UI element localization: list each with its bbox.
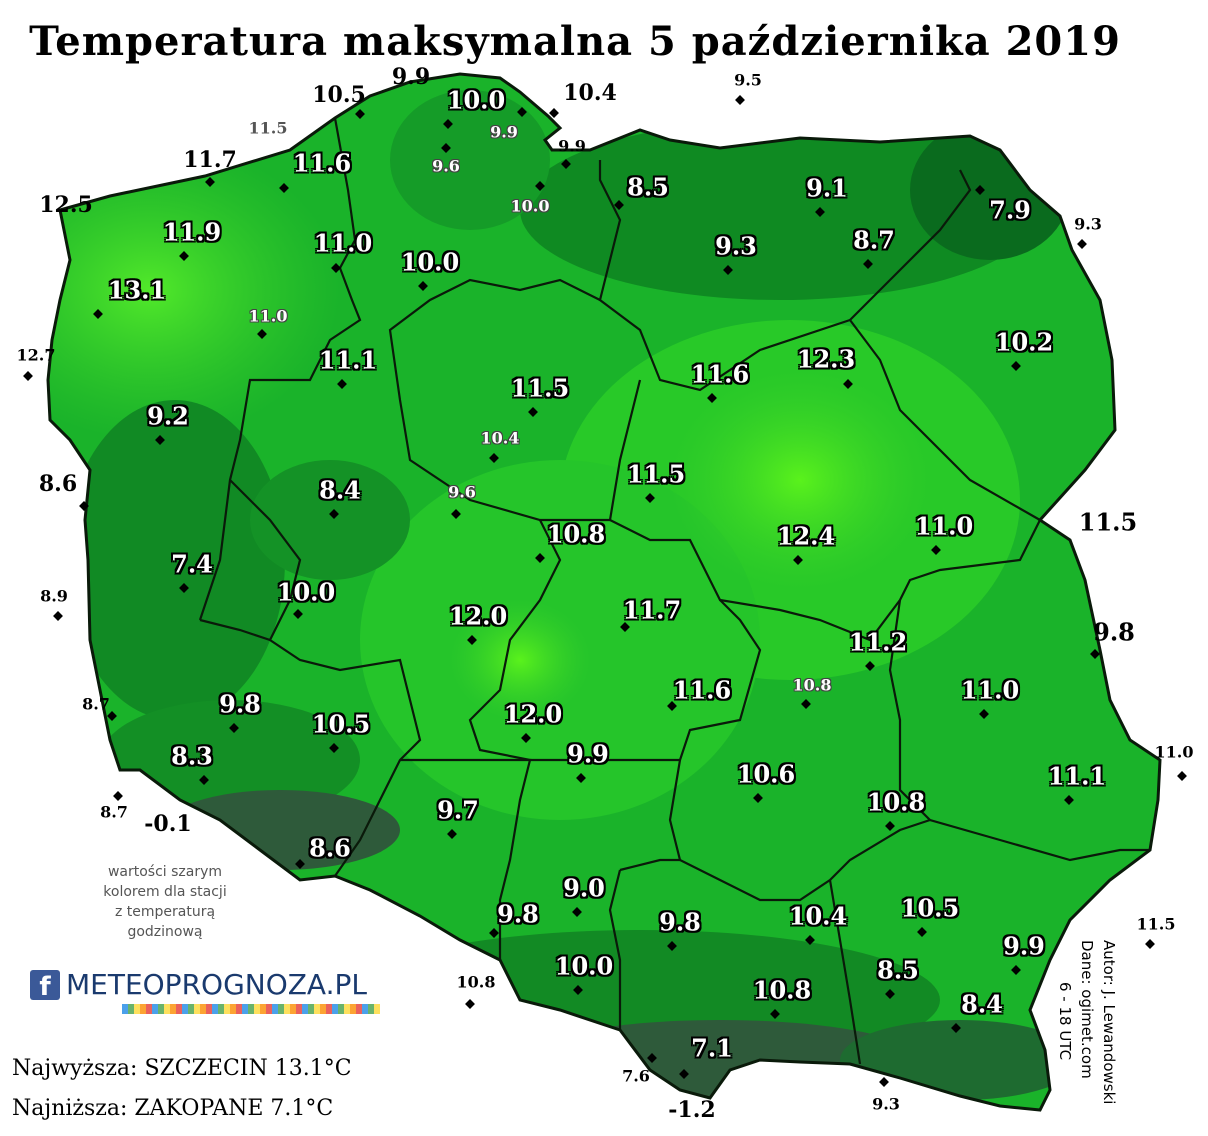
border-station-temperature: -0.1 (144, 811, 192, 837)
station-temperature: 8.6 (309, 833, 351, 863)
station-temperature: 10.2 (994, 327, 1054, 357)
credits: Autor: J. Lewandowski Dane: ogimet.com 6… (1040, 930, 1140, 1130)
station-temperature: 12.4 (776, 521, 836, 551)
station-temperature: 10.8 (752, 975, 812, 1005)
station-temperature: 9.9 (1003, 931, 1045, 961)
border-station-temperature: 12.5 (39, 192, 93, 218)
map-title: Temperatura maksymalna 5 października 20… (29, 18, 1121, 65)
station-temperature: 11.6 (690, 359, 750, 389)
highest-temperature: Najwyższa: SZCZECIN 13.1°C (12, 1056, 352, 1081)
station-temperature: 11.0 (914, 511, 974, 541)
border-station-temperature: 9.3 (872, 1094, 900, 1114)
note-line: wartości szarym (107, 864, 223, 880)
border-station-temperature: 9.5 (734, 70, 762, 90)
border-station-temperature: 11.5 (1078, 507, 1138, 537)
credit-author: Autor: J. Lewandowski (1100, 940, 1118, 1105)
station-temperature: 11.5 (510, 373, 570, 403)
station-temperature: 9.0 (563, 873, 605, 903)
credit-time: 6 - 18 UTC (1056, 982, 1074, 1061)
station-temperature: 11.1 (1047, 761, 1107, 791)
credit-data: Dane: ogimet.com (1078, 940, 1096, 1079)
note-line: z temperaturą (114, 904, 216, 920)
station-temperature: 8.7 (853, 225, 895, 255)
lowest-temperature: Najniższa: ZAKOPANE 7.1°C (12, 1096, 334, 1121)
voivodeship-borders (198, 117, 1150, 1065)
station-temperature-hourly: 10.4 (480, 428, 520, 448)
station-temperature: 11.2 (848, 627, 908, 657)
station-temperature: 11.6 (292, 148, 352, 178)
facebook-icon[interactable]: f (30, 970, 60, 1002)
border-station-temperature: 7.6 (622, 1066, 650, 1086)
station-temperature-hourly: 9.6 (448, 482, 476, 502)
station-temperature: 10.5 (900, 893, 960, 923)
station-temperature-hourly: 9.9 (490, 122, 518, 142)
station-temperature: 9.9 (567, 739, 609, 769)
border-station-temperature: -1.2 (668, 1097, 716, 1123)
border-station-temperature: 9.3 (1074, 214, 1102, 234)
border-station-temperature: 8.9 (40, 586, 68, 606)
station-temperature: 10.4 (788, 901, 848, 931)
station-temperature: 11.5 (626, 459, 686, 489)
border-station-temperature: 10.4 (563, 80, 617, 106)
border-station-temperature: 9.9 (558, 136, 586, 156)
station-temperature: 8.4 (961, 989, 1003, 1019)
station-temperature: 9.8 (659, 907, 701, 937)
station-temperature: 8.5 (877, 955, 919, 985)
station-temperature: 12.0 (448, 601, 508, 631)
gray-values-note: wartości szarym kolorem dla stacji z tem… (80, 862, 250, 942)
station-temperature: 11.1 (318, 345, 378, 375)
station-temperature: 10.6 (736, 759, 796, 789)
meteoprognoza-logo: f METEOPROGNOZA.PL (30, 968, 382, 1020)
station-temperature: 7.9 (989, 195, 1031, 225)
station-temperature: 11.6 (672, 675, 732, 705)
station-temperature: 10.8 (866, 787, 926, 817)
border-station-temperature: 8.6 (38, 471, 78, 497)
station-temperature: 10.0 (554, 951, 614, 981)
station-temperature: 12.0 (503, 699, 563, 729)
station-temperature: 11.7 (622, 595, 682, 625)
station-temperature: 10.5 (311, 709, 371, 739)
station-temperature: 8.5 (627, 172, 669, 202)
station-temperature: 11.0 (313, 228, 373, 258)
station-temperature: 10.0 (276, 577, 336, 607)
station-temperature: 8.3 (171, 741, 213, 771)
border-station-temperature: 10.8 (456, 972, 496, 992)
station-temperature: 11.0 (960, 675, 1020, 705)
border-station-temperature: 8.7 (82, 694, 110, 714)
station-temperature: 9.2 (147, 401, 189, 431)
station-temperature: 9.8 (219, 689, 261, 719)
logo-color-bar (122, 1004, 380, 1014)
border-station-temperature: 12.7 (16, 345, 56, 365)
station-temperature-hourly: 10.0 (510, 196, 550, 216)
border-station-temperature: 11.5 (1136, 914, 1176, 934)
station-temperature: 9.8 (497, 899, 539, 929)
note-line: godzinową (127, 924, 203, 940)
station-temperature: 10.0 (400, 247, 460, 277)
station-temperature-hourly: 9.6 (432, 156, 460, 176)
station-temperature: 11.9 (162, 217, 222, 247)
border-station-temperature: 11.7 (183, 147, 237, 173)
border-station-temperature: 11.0 (1154, 742, 1194, 762)
station-temperature-hourly: 10.8 (792, 675, 832, 695)
station-temperature: 9.7 (437, 795, 479, 825)
border-station-temperature: 8.7 (100, 802, 128, 822)
station-temperature: 7.1 (691, 1033, 733, 1063)
station-temperature: 10.0 (446, 85, 506, 115)
brand-name: METEOPROGNOZA.PL (66, 968, 367, 1001)
station-temperature: 7.4 (171, 549, 213, 579)
station-temperature: 10.8 (546, 519, 606, 549)
station-temperature: 9.1 (806, 173, 848, 203)
station-temperature: 12.3 (796, 344, 856, 374)
note-line: kolorem dla stacji (103, 884, 227, 900)
border-station-temperature: 9.9 (391, 64, 431, 90)
border-station-temperature: 9.8 (1093, 617, 1135, 647)
station-temperature: 9.3 (715, 231, 757, 261)
station-temperature-hourly: 11.0 (248, 306, 288, 326)
station-temperature: 13.1 (107, 275, 167, 305)
station-temperature-hourly: 11.5 (248, 118, 288, 138)
border-station-temperature: 10.5 (312, 82, 366, 108)
station-temperature: 8.4 (319, 475, 361, 505)
